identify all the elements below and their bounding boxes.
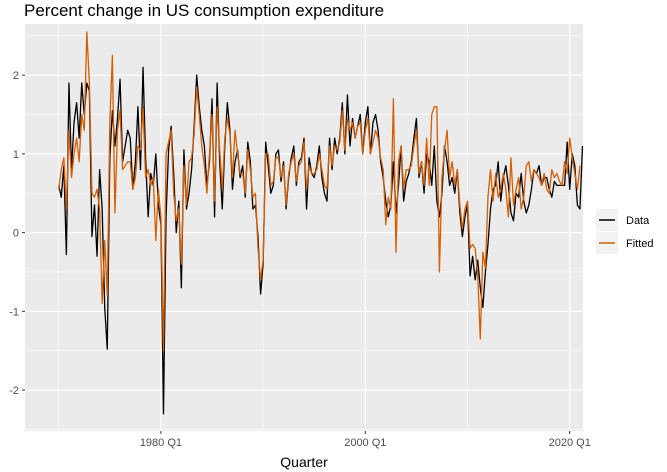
y-axis: -2 -1 0 1 2	[9, 70, 25, 397]
x-tick-label: 2000 Q1	[344, 437, 386, 449]
legend-label-data: Data	[626, 215, 650, 227]
chart-title: Percent change in US consumption expendi…	[24, 1, 384, 20]
y-tick-label: -2	[9, 385, 19, 397]
y-tick-label: 1	[13, 149, 19, 161]
x-axis-label: Quarter	[280, 454, 328, 470]
legend: Data Fitted	[596, 209, 654, 254]
series-layer	[58, 31, 584, 415]
y-tick-label: 0	[13, 228, 19, 240]
plot-panel	[25, 24, 583, 431]
x-axis: 1980 Q1 2000 Q1 2020 Q1	[140, 431, 591, 449]
legend-label-fitted: Fitted	[626, 238, 654, 250]
series-line-fitted	[58, 31, 581, 352]
y-tick-label: -1	[9, 306, 19, 318]
x-tick-label: 1980 Q1	[140, 437, 182, 449]
y-tick-label: 2	[13, 70, 19, 82]
x-tick-label: 2020 Q1	[549, 437, 591, 449]
